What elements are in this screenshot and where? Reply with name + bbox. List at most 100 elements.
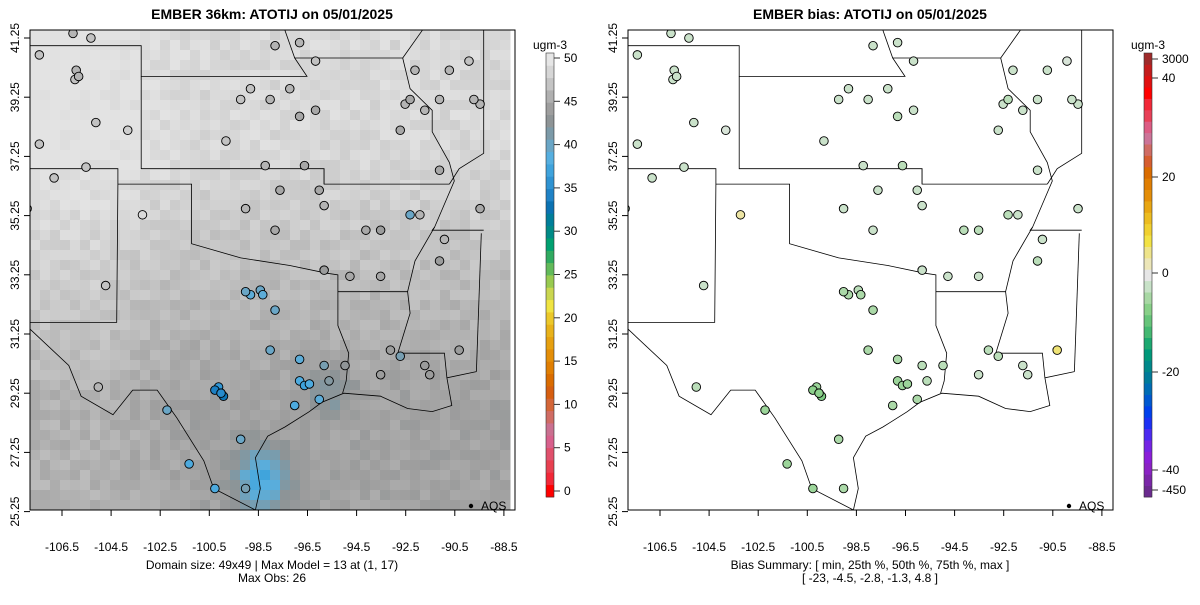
grid-cell — [160, 500, 171, 510]
grid-cell — [180, 150, 191, 161]
grid-cell — [150, 90, 161, 101]
grid-cell — [70, 350, 81, 361]
grid-cell — [160, 420, 171, 431]
station-marker — [720, 125, 731, 135]
grid-cell — [190, 150, 201, 161]
grid-cell — [440, 420, 451, 431]
grid-cell — [500, 270, 511, 281]
grid-cell — [280, 220, 291, 231]
grid-cell — [320, 90, 331, 101]
grid-cell — [450, 110, 461, 121]
grid-cell — [150, 210, 161, 221]
grid-cell — [150, 190, 161, 201]
grid-cell — [230, 500, 241, 510]
grid-cell — [150, 70, 161, 81]
grid-cell — [450, 500, 461, 510]
grid-cell — [240, 250, 251, 261]
grid-cell — [60, 120, 71, 131]
grid-cell — [230, 490, 241, 501]
grid-cell — [400, 210, 411, 221]
grid-cell — [380, 70, 391, 81]
grid-cell — [50, 480, 61, 491]
grid-cell — [180, 430, 191, 441]
grid-cell — [240, 160, 251, 171]
legend-label: AQS — [1079, 499, 1104, 513]
grid-cell — [290, 410, 301, 421]
grid-cell — [350, 450, 361, 461]
grid-cell — [60, 330, 71, 341]
grid-cell — [310, 170, 321, 181]
grid-cell — [230, 420, 241, 431]
x-tick-label: -104.5 — [692, 540, 726, 554]
grid-cell — [300, 300, 311, 311]
grid-cell — [340, 140, 351, 151]
station-marker — [887, 400, 898, 411]
colorbar-tick-label: -450 — [1162, 483, 1186, 497]
grid-cell — [380, 160, 391, 171]
grid-cell — [300, 320, 311, 331]
grid-cell — [400, 400, 411, 411]
station-marker — [983, 345, 994, 355]
grid-cell — [420, 60, 431, 71]
grid-cell — [160, 160, 171, 171]
grid-cell — [70, 390, 81, 401]
grid-cell — [350, 360, 361, 371]
grid-cell — [270, 80, 281, 91]
y-tick-label: 39.25 — [606, 82, 620, 112]
grid-cell — [390, 120, 401, 131]
grid-cell — [350, 380, 361, 391]
grid-cell — [220, 440, 231, 451]
grid-cell — [500, 340, 511, 351]
station-marker — [902, 379, 913, 389]
station-marker — [216, 388, 226, 398]
grid-cell — [490, 270, 501, 281]
grid-cell — [130, 130, 141, 141]
grid-cell — [220, 70, 231, 81]
grid-cell — [130, 290, 141, 301]
grid-cell — [110, 50, 121, 61]
grid-cell — [200, 160, 211, 171]
grid-cell — [450, 180, 461, 191]
grid-cell — [110, 490, 121, 501]
y-tick-label: 37.25 — [8, 141, 22, 171]
grid-cell — [440, 40, 451, 51]
grid-cell — [420, 340, 431, 351]
grid-cell — [410, 460, 421, 471]
grid-cell — [400, 60, 411, 71]
grid-cell — [280, 430, 291, 441]
grid-cell — [220, 310, 231, 321]
colorbar-swatch — [546, 77, 554, 91]
grid-cell — [130, 420, 141, 431]
grid-cell — [180, 300, 191, 311]
y-tick-label: 25.25 — [8, 496, 22, 526]
grid-cell — [360, 480, 371, 491]
grid-cell — [260, 340, 271, 351]
grid-cell — [160, 230, 171, 241]
grid-cell — [40, 150, 51, 161]
grid-cell — [460, 50, 471, 61]
grid-cell — [100, 140, 111, 151]
grid-cell — [180, 130, 191, 141]
grid-cell — [470, 50, 481, 61]
grid-cell — [340, 220, 351, 231]
station-marker — [912, 394, 922, 405]
grid-cell — [260, 440, 271, 451]
grid-cell — [320, 140, 331, 151]
grid-cell — [140, 220, 151, 231]
grid-cell — [240, 150, 251, 161]
grid-cell — [240, 450, 251, 461]
grid-cell — [250, 440, 261, 451]
grid-cell — [170, 430, 181, 441]
grid-cell — [350, 160, 361, 171]
grid-cell — [290, 280, 301, 291]
grid-cell — [460, 460, 471, 471]
grid-cell — [70, 260, 81, 271]
grid-cell — [350, 70, 361, 81]
grid-cell — [450, 90, 461, 101]
grid-cell — [490, 390, 501, 401]
grid-cell — [160, 430, 171, 441]
grid-cell — [320, 60, 331, 71]
grid-cell — [80, 120, 91, 131]
grid-cell — [390, 300, 401, 311]
grid-cell — [240, 220, 251, 231]
